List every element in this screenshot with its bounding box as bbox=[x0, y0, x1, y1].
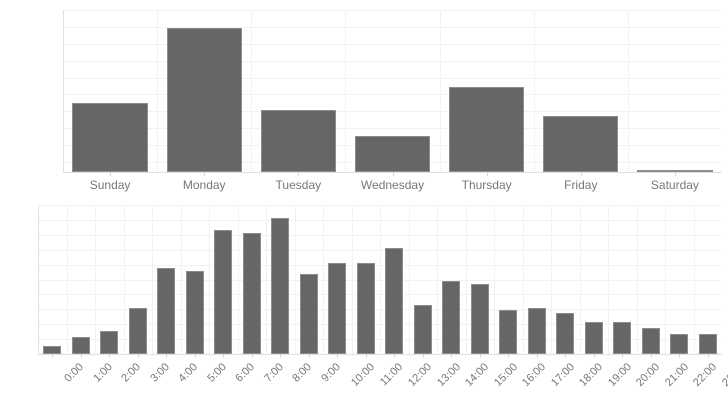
bar[interactable] bbox=[448, 86, 525, 172]
bar[interactable] bbox=[641, 328, 660, 354]
hourly-bar-chart: 5101520253035404550 0:001:002:003:004:00… bbox=[0, 200, 728, 400]
weekday-bars-layer bbox=[72, 27, 713, 172]
bar[interactable] bbox=[670, 334, 689, 354]
bar[interactable] bbox=[299, 274, 318, 354]
bar[interactable] bbox=[185, 271, 204, 354]
bar[interactable] bbox=[354, 135, 431, 172]
x-axis-tick-label: Sunday bbox=[89, 178, 131, 192]
bar[interactable] bbox=[613, 322, 632, 354]
bar[interactable] bbox=[413, 304, 432, 354]
bar[interactable] bbox=[71, 337, 90, 354]
x-axis-tick-label: Friday bbox=[564, 178, 598, 192]
bar[interactable] bbox=[100, 331, 119, 354]
x-axis-tick-label: Monday bbox=[182, 178, 226, 192]
bar[interactable] bbox=[556, 313, 575, 354]
hourly-plot-area: 5101520253035404550 0:001:002:003:004:00… bbox=[0, 200, 728, 400]
bar[interactable] bbox=[271, 217, 290, 354]
bar[interactable] bbox=[128, 307, 147, 354]
weekday-bar-chart: 556065707580859095100 SundayMondayTuesda… bbox=[63, 10, 722, 192]
bar[interactable] bbox=[543, 116, 619, 172]
bar[interactable] bbox=[527, 307, 546, 354]
bar[interactable] bbox=[157, 268, 176, 354]
x-axis-tick-label: Thursday bbox=[461, 178, 512, 192]
x-axis-tick-label: Wednesday bbox=[360, 178, 425, 192]
bar[interactable] bbox=[72, 103, 148, 172]
bar[interactable] bbox=[166, 27, 242, 172]
bar[interactable] bbox=[637, 169, 713, 172]
bar[interactable] bbox=[385, 247, 404, 354]
bar[interactable] bbox=[499, 310, 518, 354]
bar[interactable] bbox=[214, 229, 233, 354]
bar[interactable] bbox=[356, 262, 375, 354]
bar[interactable] bbox=[698, 334, 717, 354]
bar[interactable] bbox=[470, 283, 489, 354]
bar[interactable] bbox=[442, 280, 461, 354]
bar[interactable] bbox=[328, 262, 347, 354]
bar[interactable] bbox=[242, 233, 261, 354]
x-axis-tick-label: Tuesday bbox=[275, 178, 322, 192]
hourly-bars-layer bbox=[0, 200, 728, 400]
x-axis-tick-label: Saturday bbox=[650, 178, 699, 192]
bar[interactable] bbox=[584, 322, 603, 354]
bar[interactable] bbox=[43, 345, 62, 354]
weekday-plot-area: 556065707580859095100 SundayMondayTuesda… bbox=[63, 10, 722, 192]
bar[interactable] bbox=[260, 109, 336, 172]
